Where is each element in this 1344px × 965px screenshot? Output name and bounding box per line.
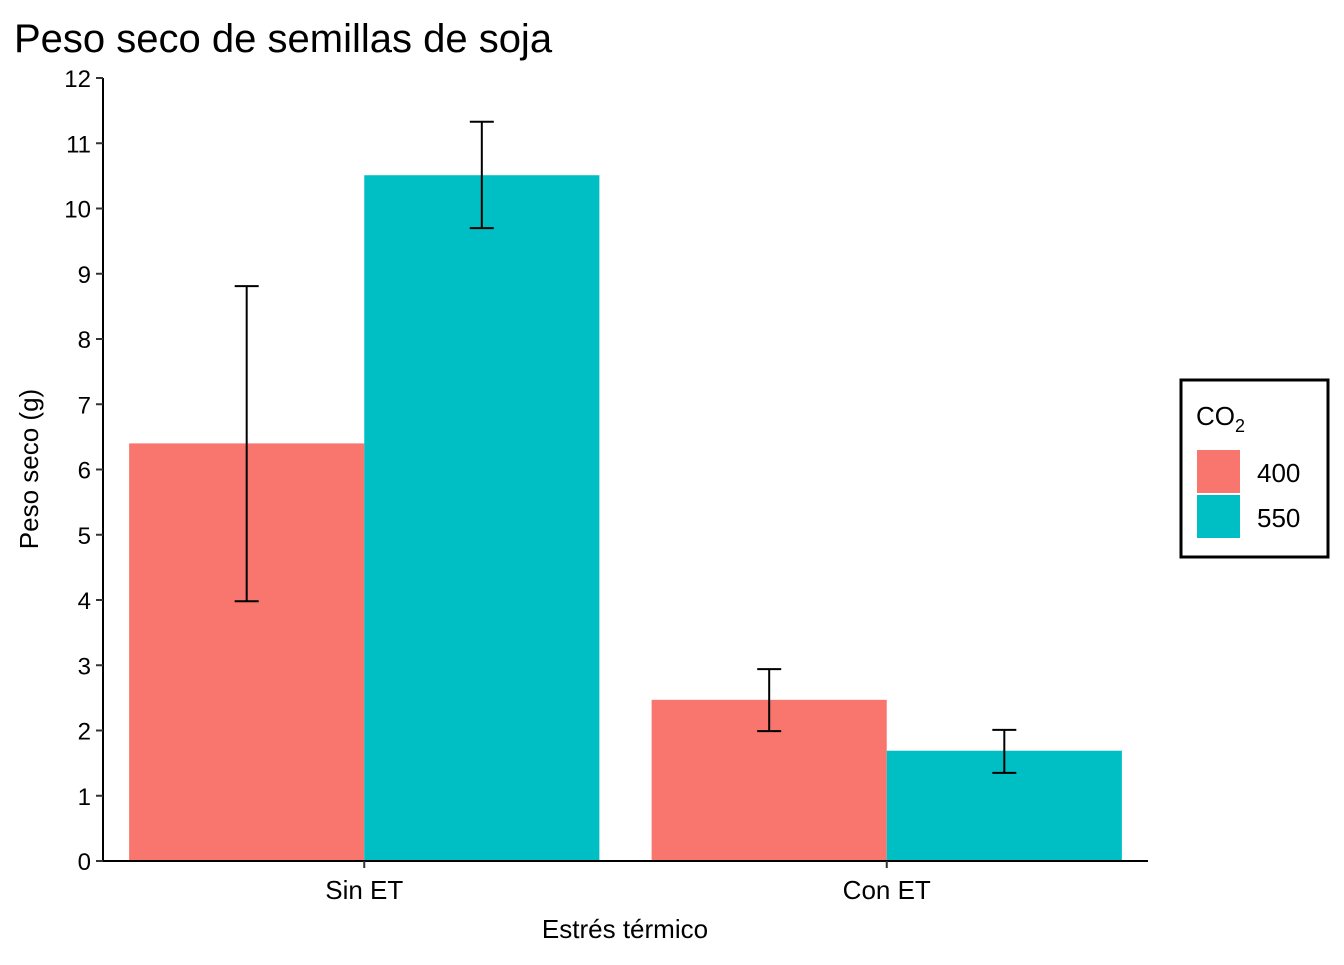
y-tick-label: 11 bbox=[66, 131, 91, 158]
error-bar-con-et-550 bbox=[992, 728, 1017, 774]
y-tick-label: 7 bbox=[78, 392, 91, 419]
error-bar-con-et-400 bbox=[757, 668, 782, 733]
y-tick-label: 8 bbox=[78, 327, 91, 354]
legend-swatch-550 bbox=[1197, 495, 1240, 538]
y-tick-label: 1 bbox=[78, 784, 91, 811]
legend-items: 400 550 bbox=[1197, 450, 1300, 538]
bars-layer bbox=[129, 175, 1122, 861]
y-tick-label: 6 bbox=[78, 458, 91, 485]
y-tick-label: 2 bbox=[78, 719, 91, 746]
error-bar-sin-et-550 bbox=[469, 120, 494, 230]
legend-title-subscript: 2 bbox=[1235, 416, 1245, 436]
y-tick-label: 9 bbox=[78, 262, 91, 289]
y-tick-label: 12 bbox=[64, 66, 91, 93]
error-bars-layer bbox=[234, 120, 1017, 774]
y-tick-label: 0 bbox=[78, 849, 91, 876]
legend-label-550: 550 bbox=[1257, 503, 1300, 533]
y-tick-label: 4 bbox=[78, 588, 91, 615]
legend-title-main: CO bbox=[1196, 401, 1235, 431]
legend: CO2 400 550 bbox=[1179, 378, 1330, 559]
y-tick-label: 5 bbox=[78, 523, 91, 550]
x-tick-label: Con ET bbox=[843, 875, 931, 905]
bar-sin-et-550 bbox=[364, 175, 600, 861]
error-bar-sin-et-400 bbox=[234, 285, 259, 603]
chart-title: Peso seco de semillas de soja bbox=[14, 17, 553, 61]
x-axis: Sin ET Con ET bbox=[103, 860, 1148, 905]
x-axis-label: Estrés térmico bbox=[542, 914, 708, 944]
legend-title: CO2 bbox=[1196, 401, 1245, 436]
legend-swatch-400 bbox=[1197, 450, 1240, 493]
x-tick-label: Sin ET bbox=[325, 875, 403, 905]
y-axis-label: Peso seco (g) bbox=[14, 389, 44, 549]
legend-label-400: 400 bbox=[1257, 458, 1300, 488]
y-tick-label: 3 bbox=[78, 653, 91, 680]
y-tick-label: 10 bbox=[64, 197, 91, 224]
